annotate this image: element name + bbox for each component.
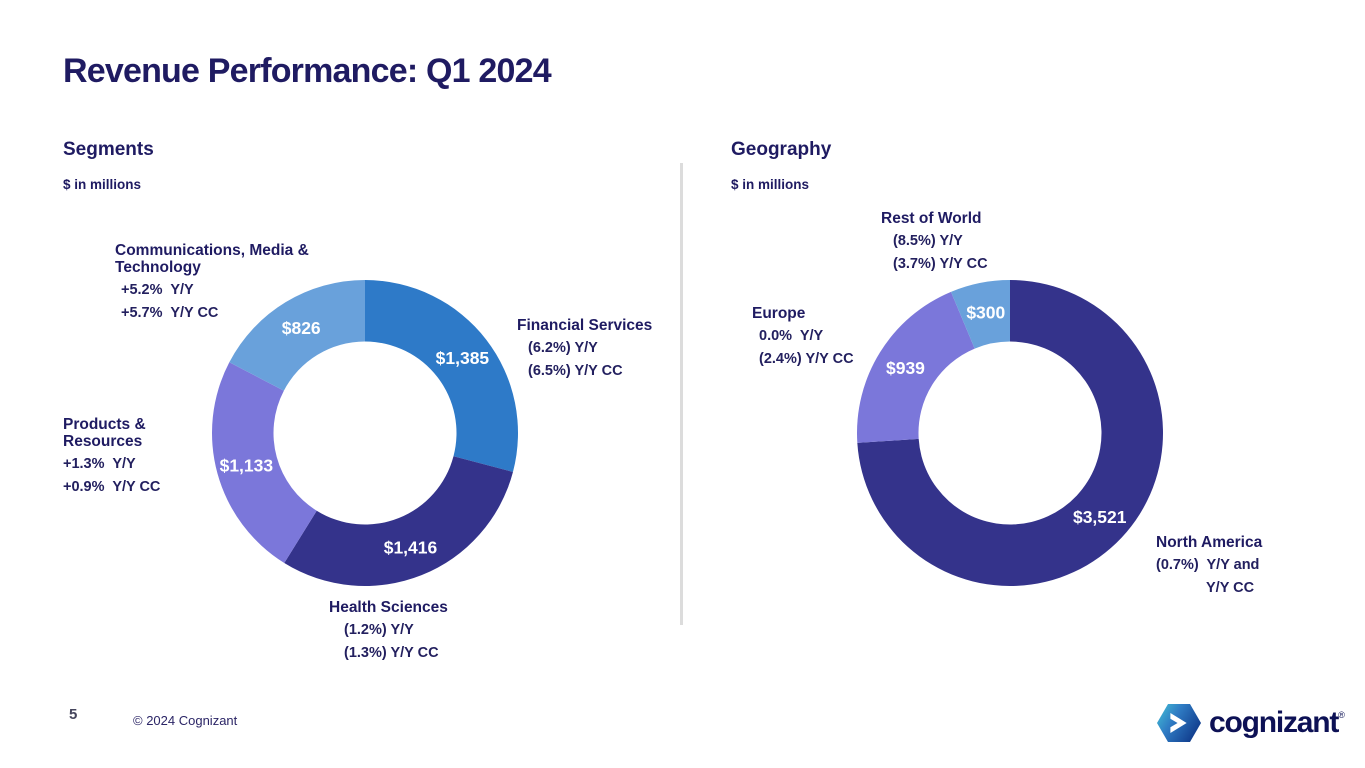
yoy-stat: +5.2% Y/Y (121, 282, 194, 299)
slice-value-label: $826 (282, 318, 321, 338)
segments-units-label: $ in millions (63, 177, 142, 192)
slice-value-label: $939 (886, 358, 925, 378)
slice-value-label: $3,521 (1073, 507, 1127, 527)
slice-value-label: $1,385 (436, 348, 490, 368)
donut-slice-0 (857, 280, 1163, 586)
callout-communications-media-technology: Communications, Media & Technology +5.2%… (115, 242, 355, 322)
callout-rest-of-world: Rest of World (8.5%) Y/Y (3.7%) Y/Y CC (881, 210, 988, 273)
slice-label: Health Sciences (329, 599, 448, 616)
donut-slice-0 (365, 280, 518, 472)
geography-donut-svg: $3,521 $939 $300 (857, 280, 1163, 586)
cognizant-hexagon-icon (1157, 703, 1201, 743)
segments-donut-svg: $1,385 $1,416 $1,133 $826 (211, 280, 518, 586)
donut-slice-1 (284, 456, 513, 586)
callout-north-america: North America (0.7%) Y/Y and Y/Y CC (1156, 534, 1262, 597)
slice-value-label: $1,416 (384, 537, 438, 557)
yoy-stat: +1.3% Y/Y (63, 456, 136, 473)
callout-products-resources: Products & Resources +1.3% Y/Y +0.9% Y/Y… (63, 416, 193, 496)
slice-value-label: $300 (966, 302, 1005, 322)
page-number: 5 (69, 706, 78, 723)
slice-label: North America (1156, 534, 1263, 551)
yoy-stat: (6.2%) Y/Y (528, 340, 598, 357)
vertical-divider (680, 163, 683, 625)
slice-label: Products & Resources (63, 416, 146, 451)
yoy-cc-stat: (6.5%) Y/Y CC (528, 362, 623, 379)
slice-label: Communications, Media & Technology (115, 242, 309, 277)
page-title: Revenue Performance: Q1 2024 (63, 52, 552, 90)
slice-label: Europe (752, 305, 806, 322)
yoy-cc-stat: +5.7% Y/Y CC (121, 305, 219, 322)
callout-health-sciences: Health Sciences (1.2%) Y/Y (1.3%) Y/Y CC (329, 599, 448, 662)
geography-donut-chart: $3,521 $939 $300 (857, 280, 1163, 591)
segments-panel-heading: Segments (63, 139, 154, 160)
yoy-cc-stat: (3.7%) Y/Y CC (893, 255, 988, 272)
yoy-cc-stat: (2.4%) Y/Y CC (759, 350, 854, 367)
yoy-cc-stat: (1.3%) Y/Y CC (344, 644, 439, 661)
cognizant-logo: cognizant® (1157, 701, 1345, 745)
geography-panel-heading: Geography (731, 139, 832, 160)
callout-europe: Europe 0.0% Y/Y (2.4%) Y/Y CC (752, 305, 854, 368)
donut-slice-2 (211, 362, 317, 563)
slice-label: Rest of World (881, 210, 982, 227)
slice-value-label: $1,133 (220, 455, 274, 475)
slice-label: Financial Services (517, 317, 653, 334)
yoy-stat: (8.5%) Y/Y (893, 233, 963, 250)
yoy-cc-stat: +0.9% Y/Y CC (63, 479, 161, 496)
cognizant-wordmark: cognizant® (1209, 706, 1345, 739)
copyright-text: © 2024 Cognizant (133, 713, 238, 728)
yoy-stat: (0.7%) Y/Y and (1156, 557, 1260, 574)
callout-financial-services: Financial Services (6.2%) Y/Y (6.5%) Y/Y… (517, 317, 652, 380)
yoy-stat: 0.0% Y/Y (759, 328, 824, 345)
donut-slice-1 (857, 291, 975, 443)
registered-trademark-symbol: ® (1338, 710, 1345, 720)
yoy-stat: (1.2%) Y/Y (344, 622, 414, 639)
donut-slice-2 (950, 280, 1010, 349)
segments-donut-chart: $1,385 $1,416 $1,133 $826 (211, 280, 518, 591)
yoy-cc-stat: Y/Y CC (1206, 579, 1255, 596)
geography-units-label: $ in millions (731, 177, 810, 192)
donut-slice-3 (229, 280, 365, 391)
